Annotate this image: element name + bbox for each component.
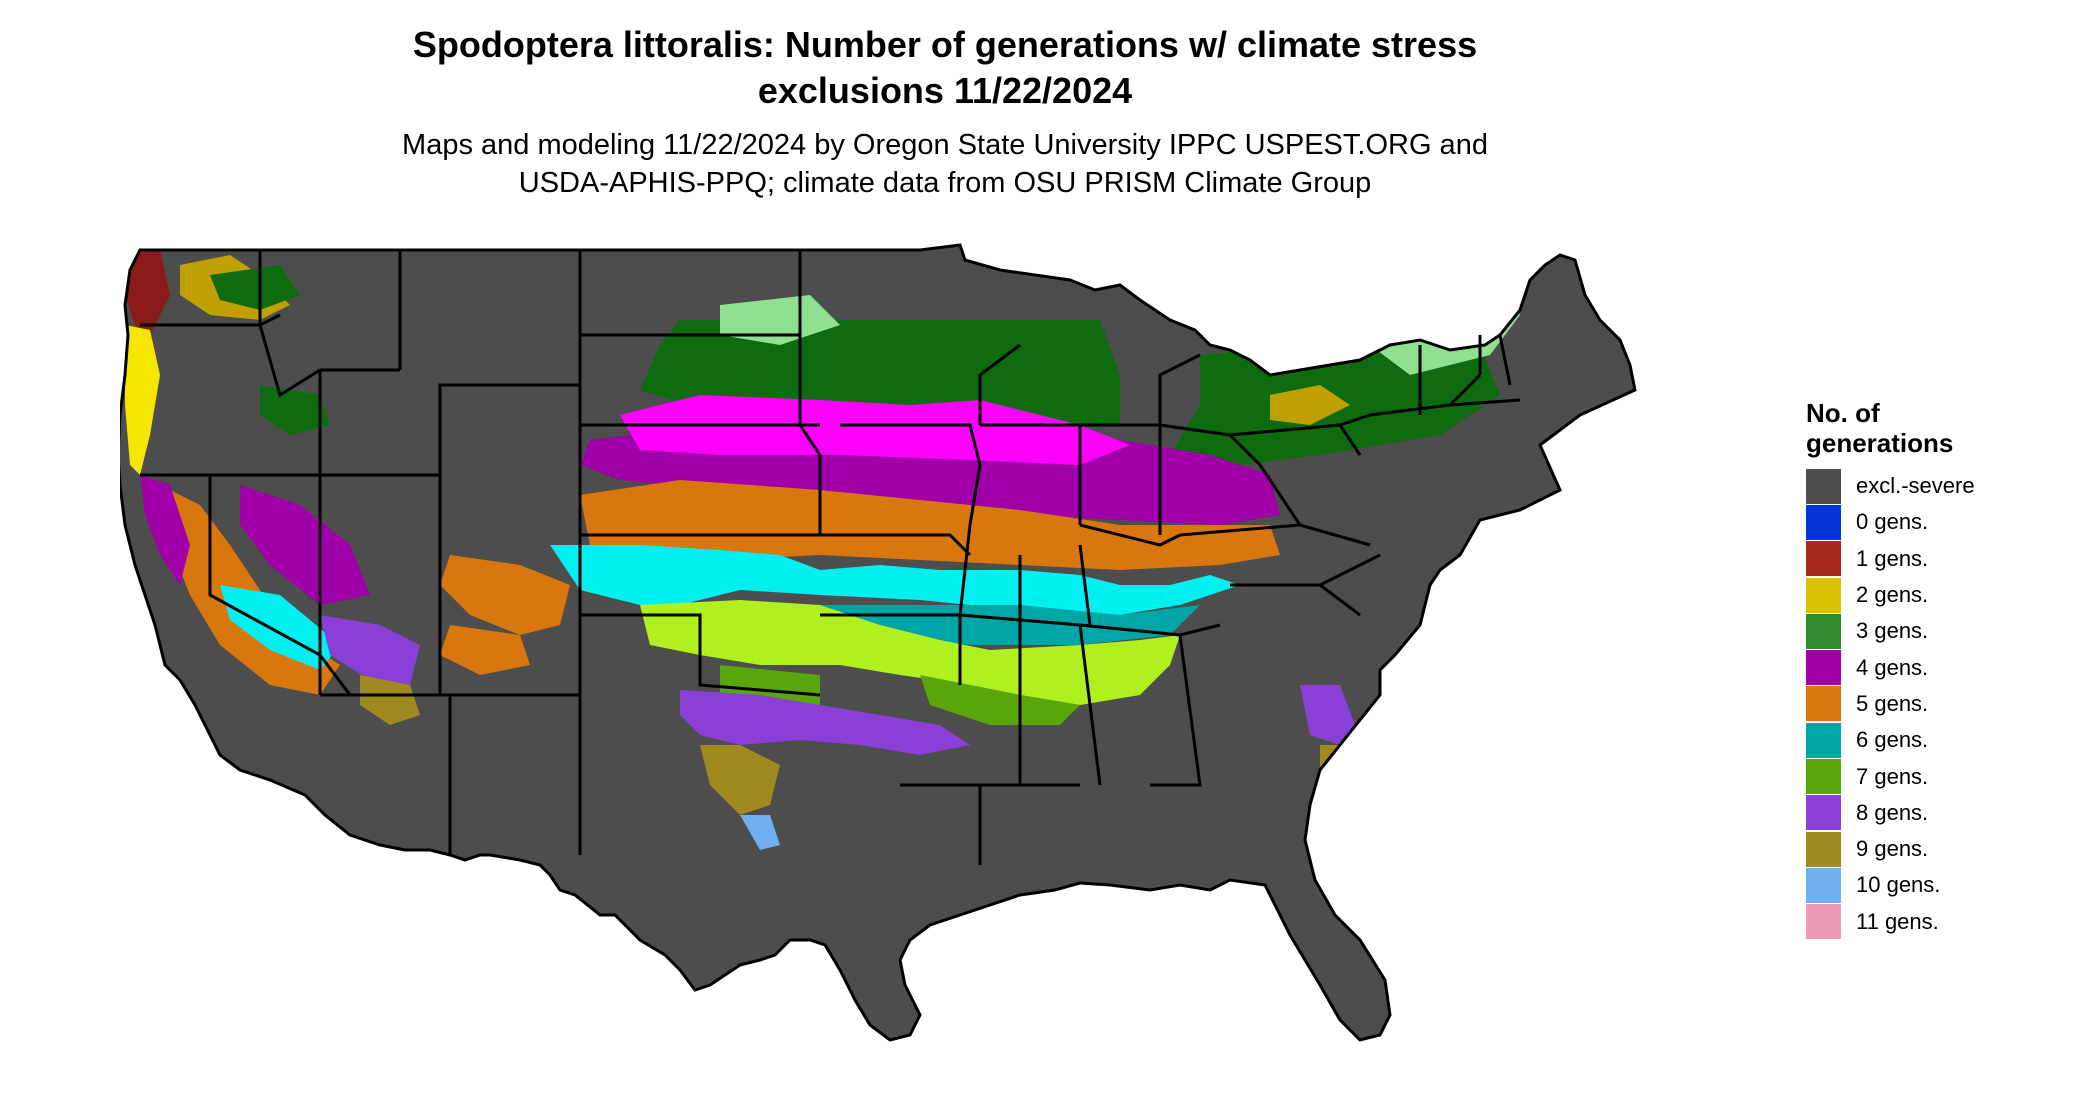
legend-label: 6 gens.: [1856, 727, 1929, 753]
map-subtitle: Maps and modeling 11/22/2024 by Oregon S…: [0, 126, 1890, 202]
legend-item: 5 gens.: [1806, 686, 2086, 722]
legend-item: 7 gens.: [1806, 758, 2086, 795]
legend-item: 11 gens.: [1806, 904, 2086, 940]
legend-swatch: [1806, 650, 1841, 686]
legend-swatch: [1806, 867, 1841, 903]
generations-map: [120, 225, 1770, 1115]
legend-label: excl.-severe: [1856, 473, 1975, 499]
legend-label: 1 gens.: [1856, 545, 1929, 571]
map-title-line-1: Spodoptera littoralis: Number of generat…: [412, 24, 1478, 65]
legend-swatch: [1806, 468, 1841, 504]
map-title: Spodoptera littoralis: Number of generat…: [0, 22, 1890, 114]
legend-label: 4 gens.: [1856, 654, 1929, 680]
legend-label: 3 gens.: [1856, 618, 1929, 644]
legend: No. of generations excl.-severe 0 gens. 1 …: [1806, 398, 2086, 940]
legend-item: 2 gens.: [1806, 577, 2086, 613]
state-borders: [120, 243, 1637, 1042]
legend-label: 0 gens.: [1856, 509, 1929, 535]
legend-item: excl.-severe: [1806, 468, 2086, 504]
legend-item: 6 gens.: [1806, 722, 2086, 758]
legend-swatch: [1806, 504, 1841, 540]
legend-swatch: [1806, 722, 1841, 758]
legend-item: 3 gens.: [1806, 613, 2086, 649]
us-map-svg: [120, 243, 1637, 1042]
legend-swatch: [1806, 613, 1841, 649]
legend-item: 4 gens.: [1806, 649, 2086, 686]
map-subtitle-line-2: USDA-APHIS-PPQ; climate data from OSU PR…: [518, 167, 1372, 199]
legend-label: 7 gens.: [1856, 763, 1929, 789]
legend-label: 9 gens.: [1856, 836, 1929, 862]
map-title-line-2: exclusions 11/22/2024: [757, 70, 1133, 111]
legend-label: 10 gens.: [1856, 872, 1941, 898]
legend-label: 2 gens.: [1856, 582, 1929, 608]
legend-swatch: [1806, 577, 1841, 613]
legend-swatch: [1806, 904, 1841, 940]
legend-swatch: [1806, 541, 1841, 577]
legend-item: 8 gens.: [1806, 795, 2086, 831]
legend-title-line-2: generations: [1806, 428, 1954, 458]
legend-swatch: [1806, 795, 1841, 831]
legend-item: 1 gens.: [1806, 541, 2086, 577]
legend-label: 8 gens.: [1856, 799, 1929, 825]
legend-item: 10 gens.: [1806, 867, 2086, 903]
legend-label: 11 gens.: [1856, 908, 1939, 934]
legend-swatch: [1806, 686, 1841, 722]
map-subtitle-line-1: Maps and modeling 11/22/2024 by Oregon S…: [402, 129, 1488, 161]
legend-item: 9 gens.: [1806, 831, 2086, 867]
legend-label: 5 gens.: [1856, 690, 1929, 716]
legend-items: excl.-severe 0 gens. 1 gens. 2 gens. 3 gens.…: [1806, 468, 2086, 940]
legend-item: 0 gens.: [1806, 504, 2086, 540]
legend-title-line-1: No. of: [1806, 398, 1880, 428]
legend-title: No. of generations: [1806, 398, 2086, 458]
legend-swatch: [1806, 831, 1841, 867]
legend-swatch: [1806, 759, 1841, 795]
